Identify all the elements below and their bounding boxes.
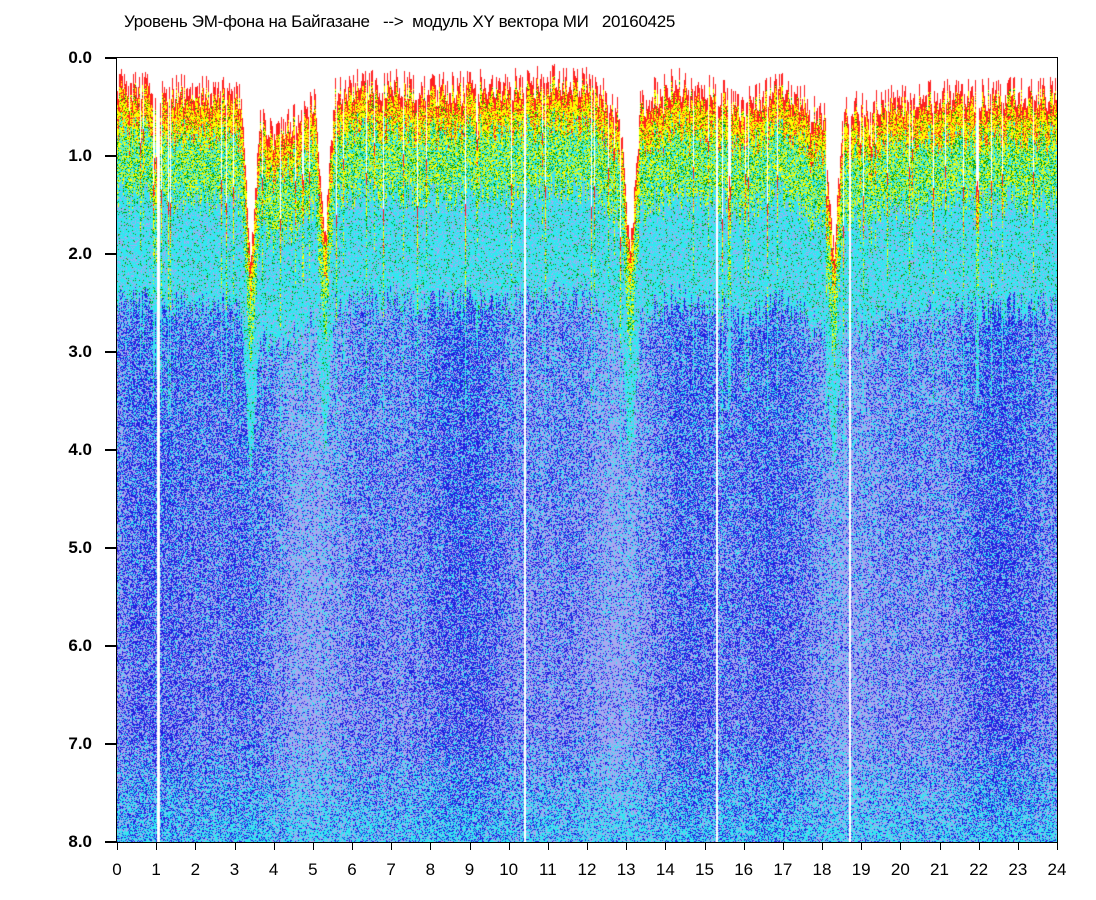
x-tick-mark [195, 842, 197, 850]
x-tick-mark [782, 842, 784, 850]
x-tick-mark [352, 842, 353, 850]
x-tick-label: 11 [539, 860, 557, 879]
x-tick-mark [234, 842, 236, 850]
x-tick-label: 5 [308, 860, 318, 879]
y-tick-mark [105, 57, 117, 59]
x-tick-label: 17 [773, 860, 793, 879]
y-tick-label: 0.0 [68, 48, 92, 67]
y-tick-mark [105, 645, 117, 647]
x-tick-mark [626, 842, 628, 850]
x-tick-label: 15 [695, 860, 714, 879]
x-tick-label: 7 [386, 860, 396, 879]
x-tick-mark [587, 842, 588, 850]
x-tick-mark [312, 842, 314, 850]
x-tick-label: 0 [112, 860, 122, 879]
x-tick-mark [117, 842, 118, 850]
x-tick-mark [1017, 842, 1019, 850]
y-tick-mark [105, 449, 117, 451]
x-tick-mark [704, 842, 706, 850]
x-tick-mark [978, 842, 980, 850]
x-tick-mark [665, 842, 667, 850]
x-tick-label: 21 [930, 860, 949, 879]
y-tick-label: 3.0 [68, 342, 92, 361]
x-tick-label: 3 [229, 860, 240, 879]
y-tick-mark [105, 155, 117, 157]
y-tick-label: 6.0 [68, 636, 92, 655]
y-tick-label: 7.0 [68, 734, 92, 753]
x-tick-label: 14 [655, 860, 675, 879]
x-tick-mark [743, 842, 745, 850]
y-tick-mark [105, 547, 117, 549]
heatmap-plot-area [117, 58, 1057, 842]
y-tick-mark [105, 743, 117, 745]
x-tick-label: 12 [577, 860, 597, 879]
y-tick-mark [105, 351, 117, 353]
y-tick-label: 1.0 [68, 146, 92, 165]
y-tick-label: 2.0 [68, 244, 92, 263]
x-tick-mark [391, 842, 393, 850]
x-tick-mark [861, 842, 863, 850]
x-tick-label: 2 [190, 860, 201, 879]
x-tick-mark [939, 842, 941, 850]
x-tick-mark [547, 842, 549, 850]
x-tick-mark [430, 842, 432, 850]
x-tick-label: 9 [464, 860, 475, 879]
x-tick-label: 22 [969, 860, 989, 879]
x-tick-mark [1057, 842, 1058, 850]
x-tick-label: 13 [616, 860, 636, 879]
x-tick-label: 1 [151, 860, 161, 879]
x-tick-label: 23 [1008, 860, 1028, 879]
x-tick-label: 18 [812, 860, 832, 879]
x-tick-label: 20 [890, 860, 910, 879]
y-tick-label: 8.0 [68, 832, 92, 851]
y-tick-label: 5.0 [68, 538, 92, 557]
x-tick-label: 24 [1047, 860, 1067, 879]
y-tick-label: 4.0 [68, 440, 92, 459]
x-tick-mark [822, 842, 823, 850]
x-tick-label: 8 [425, 860, 436, 879]
x-tick-label: 6 [347, 860, 357, 879]
x-tick-mark [156, 842, 158, 850]
x-tick-label: 19 [851, 860, 871, 879]
x-tick-mark [469, 842, 471, 850]
x-tick-mark [273, 842, 275, 850]
x-tick-label: 4 [268, 860, 279, 879]
x-tick-mark [508, 842, 510, 850]
x-tick-mark [900, 842, 902, 850]
x-tick-label: 16 [734, 860, 754, 879]
chart-title: Уровень ЭМ-фона на Байгазане --> модуль … [124, 12, 676, 31]
y-tick-mark [105, 841, 117, 843]
x-tick-label: 10 [499, 860, 519, 879]
y-tick-mark [105, 253, 117, 255]
